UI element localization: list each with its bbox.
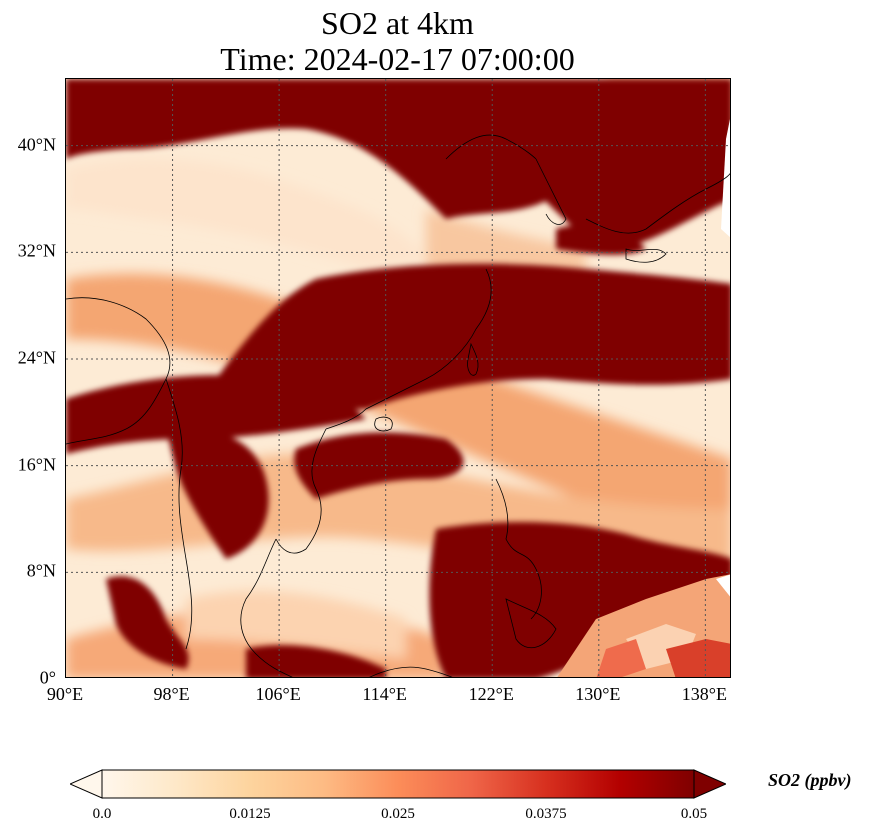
longitude-tick-label: 122°E xyxy=(468,684,514,704)
latitude-tick-label: 40°N xyxy=(17,134,56,155)
latitude-tick-label: 24°N xyxy=(17,347,56,368)
colorbar-tick-label: 0.0125 xyxy=(229,806,271,822)
colorbar-gradient xyxy=(101,769,695,799)
latitude-tick-label: 8°N xyxy=(26,560,56,581)
longitude-tick-label: 90°E xyxy=(46,684,84,704)
so2-map-panel xyxy=(65,78,731,678)
coastlines xyxy=(66,134,730,677)
graticule xyxy=(66,79,730,677)
longitude-tick-label: 106°E xyxy=(255,684,301,704)
so2-concentration-field xyxy=(66,79,730,677)
colorbar-tick-label: 0.025 xyxy=(381,806,415,822)
longitude-tick-label: 130°E xyxy=(575,684,621,704)
longitude-tick-label: 138°E xyxy=(681,684,727,704)
longitude-tick-label: 98°E xyxy=(153,684,190,704)
colorbar-tick-label: 0.0375 xyxy=(525,806,567,822)
colorbar xyxy=(70,769,726,799)
colorbar-high-extend-arrow xyxy=(693,769,726,799)
colorbar-tick-label: 0.0 xyxy=(92,806,112,822)
latitude-tick-label: 32°N xyxy=(17,240,56,261)
southeast-coarse-grid-region xyxy=(557,119,730,677)
colorbar-low-extend-arrow xyxy=(70,769,103,799)
colorbar-tick-label: 0.05 xyxy=(680,806,708,822)
map-time-subtitle: Time: 2024-02-17 07:00:00 xyxy=(220,41,575,77)
map-title: SO2 at 4km xyxy=(321,5,474,41)
latitude-tick-label: 0° xyxy=(39,667,56,688)
high-concentration-plumes xyxy=(66,79,730,677)
colorbar-label: SO2 (ppbv) xyxy=(768,770,852,790)
latitude-tick-label: 16°N xyxy=(17,454,56,475)
longitude-tick-label: 114°E xyxy=(362,684,407,704)
